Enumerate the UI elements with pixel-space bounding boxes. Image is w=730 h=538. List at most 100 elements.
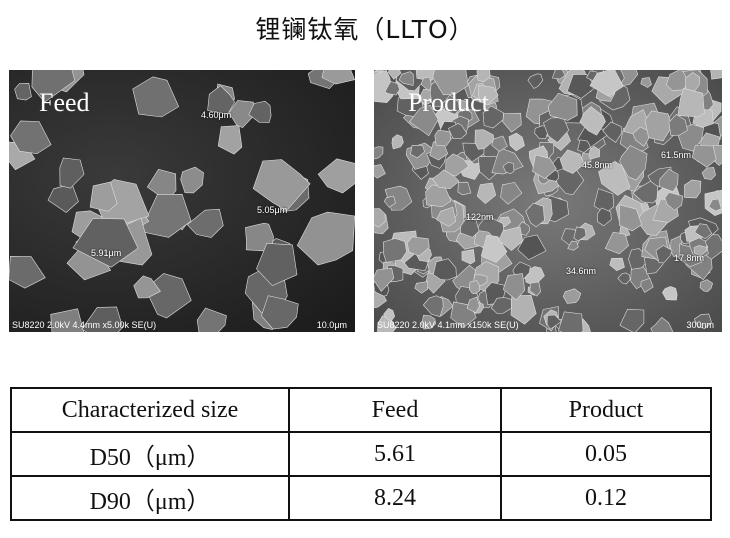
particle (708, 198, 722, 212)
header-cell: Feed (288, 387, 502, 433)
particle (248, 100, 272, 123)
particle (482, 105, 504, 129)
particle (691, 145, 717, 168)
particle (410, 144, 425, 159)
table-cell: 0.12 (500, 475, 712, 521)
particle (440, 94, 460, 115)
product-label: Product (408, 88, 489, 117)
particle (658, 168, 679, 193)
particle (529, 281, 541, 297)
table-cell: 8.24 (288, 475, 502, 521)
particle (547, 92, 578, 121)
particle (374, 208, 386, 228)
particle (693, 313, 712, 329)
particle (502, 161, 515, 175)
particle (502, 273, 526, 301)
size-table: Characterized size Feed Product D50（μm） … (10, 387, 712, 521)
particle (609, 257, 625, 271)
particle (466, 296, 480, 313)
particle (391, 134, 404, 150)
particle (684, 179, 702, 199)
particle (665, 70, 687, 91)
particle (296, 211, 355, 266)
particle (321, 70, 355, 85)
particle (498, 226, 524, 251)
page-title: 锂镧钛氧（LLTO） (255, 15, 475, 44)
particle (552, 70, 566, 80)
particle (604, 231, 629, 255)
particle (567, 240, 579, 251)
particle (491, 147, 524, 175)
particle (133, 275, 161, 299)
particle (699, 279, 713, 292)
particle (461, 249, 476, 265)
particle (374, 146, 384, 160)
particle (619, 145, 648, 181)
particle (579, 106, 606, 136)
particle (478, 84, 499, 106)
particle (50, 308, 85, 332)
particle (217, 125, 243, 155)
sem-info: SU8220 2.0kV 4.4mm x5.00k SE(U) (12, 320, 157, 330)
particle (256, 242, 298, 287)
particle (186, 208, 224, 238)
particle (640, 278, 654, 293)
measurement: 34.6nm (566, 266, 597, 276)
particle (617, 272, 631, 285)
particle (559, 149, 585, 174)
particle (47, 183, 79, 213)
particle (261, 295, 299, 330)
header-cell: Product (500, 387, 712, 433)
particle (589, 70, 624, 97)
particle (694, 223, 713, 240)
particle (422, 295, 444, 317)
particle (502, 112, 522, 133)
particle (374, 267, 395, 292)
particle (562, 288, 582, 304)
particle (382, 238, 407, 263)
particle (434, 129, 452, 147)
measurement: 4.60μm (201, 110, 232, 120)
particle (546, 314, 562, 330)
particle (490, 297, 512, 314)
sem-info: SU8220 2.0kV 4.1mm x150k SE(U) (377, 320, 519, 330)
particle (500, 182, 523, 205)
particle (448, 123, 468, 139)
table-cell: D90（μm） (10, 475, 290, 521)
table-row: D50（μm） 5.61 0.05 (10, 431, 712, 477)
particle (139, 193, 192, 238)
particle (662, 286, 678, 301)
particle (655, 245, 673, 264)
particle (387, 70, 402, 80)
particle (588, 146, 600, 160)
particle (491, 135, 508, 152)
table-cell: 5.61 (288, 431, 502, 477)
particle (619, 308, 645, 332)
particle (558, 311, 584, 332)
particle (525, 202, 545, 228)
particle (693, 245, 708, 257)
measurement: 5.05μm (257, 205, 288, 215)
particle (374, 291, 387, 309)
particle (72, 218, 139, 268)
particle (384, 81, 400, 96)
table-row: D90（μm） 8.24 0.12 (10, 475, 712, 521)
measurement: 45.8nm (582, 160, 613, 170)
measurement: 122nm (466, 212, 494, 222)
table-cell: D50（μm） (10, 431, 290, 477)
particle (398, 71, 414, 86)
feed-sem-image: Feed 4.60μm 5.05μm 5.91μm SU8220 2.0kV 4… (9, 70, 355, 332)
particle (374, 70, 394, 104)
particle (436, 206, 457, 227)
particle (597, 207, 612, 227)
particle (31, 70, 76, 103)
particle (432, 70, 469, 96)
particle (577, 139, 591, 153)
particle (207, 85, 236, 115)
particle (459, 216, 480, 238)
particle (618, 204, 643, 232)
scale-bar-label: 10.0μm (316, 320, 347, 330)
particle (9, 255, 46, 289)
particle (374, 164, 386, 179)
particle (701, 167, 716, 180)
